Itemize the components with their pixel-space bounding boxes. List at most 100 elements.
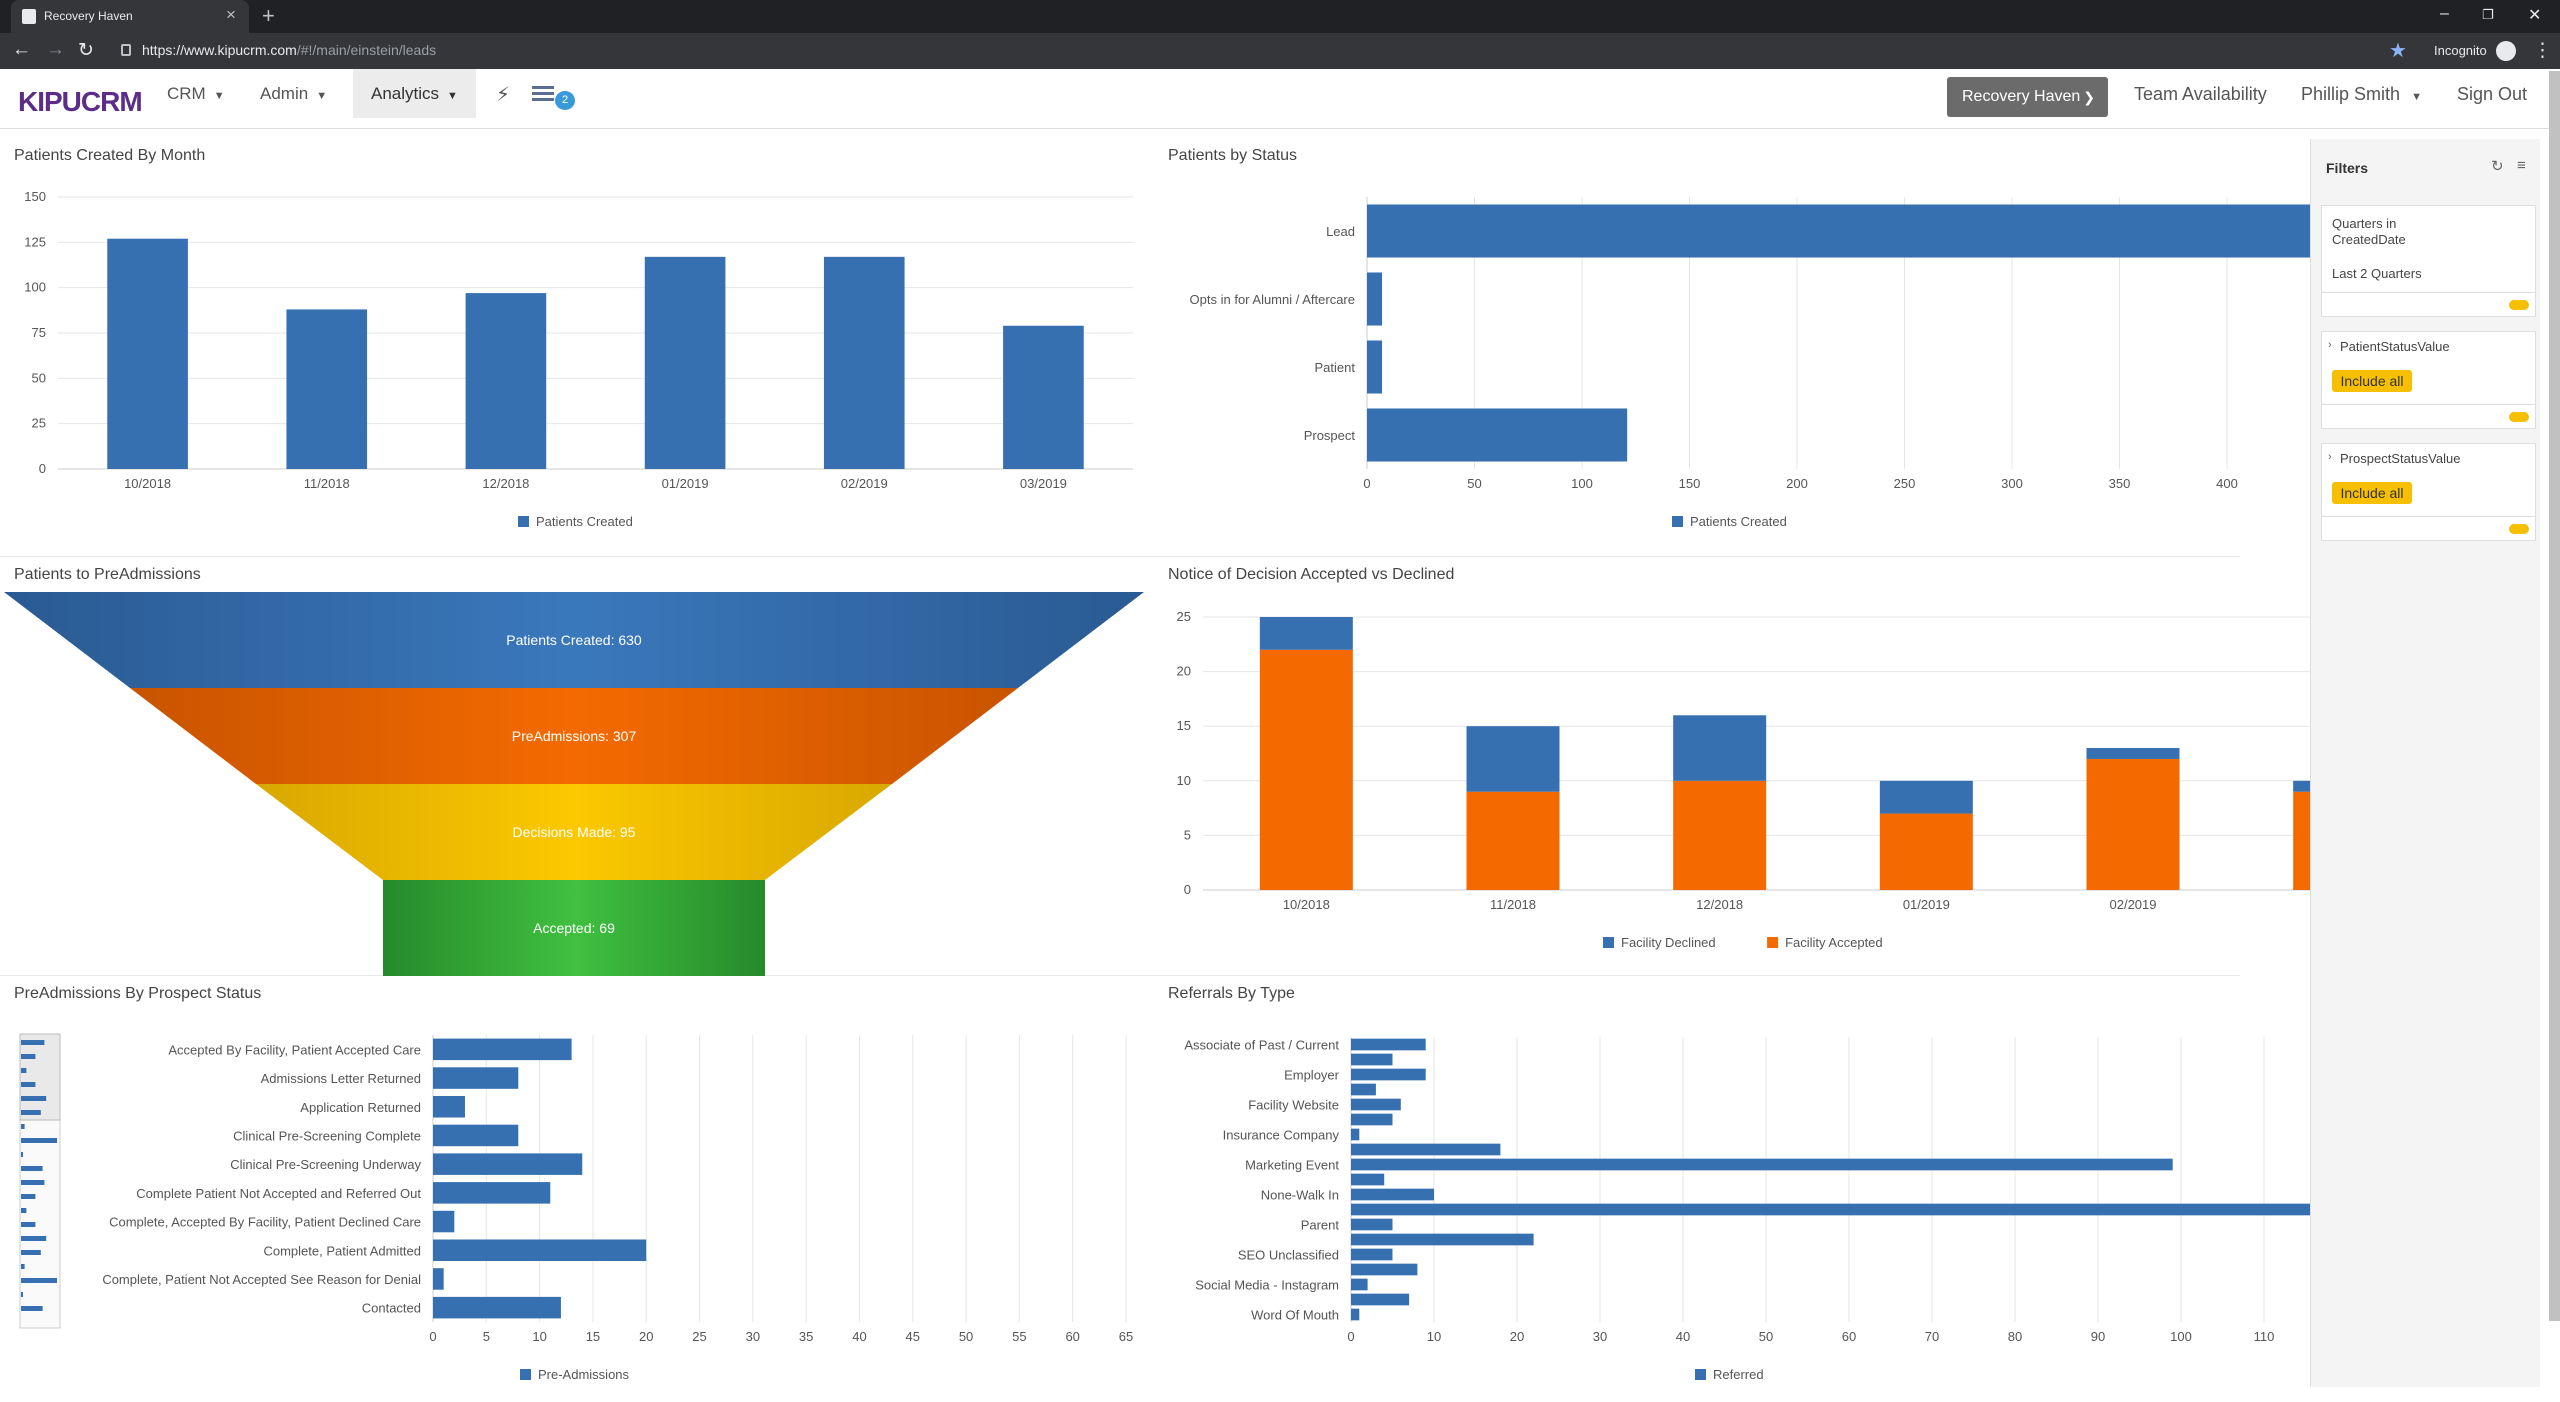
y-tick-label: Word Of Mouth: [1251, 1308, 1339, 1323]
chevron-down-icon: ▼: [2411, 91, 2422, 103]
chart-referrals: 0102030405060708090100110120130Associate…: [1184, 1037, 2310, 1382]
minimize-icon[interactable]: –: [2440, 5, 2449, 22]
x-tick-label: 15: [586, 1329, 600, 1344]
bar: [1673, 780, 1767, 890]
filter-patient-status-toggle[interactable]: [2509, 412, 2529, 422]
y-tick-label: SEO Unclassified: [1238, 1248, 1339, 1263]
browser-tab[interactable]: Recovery Haven ×: [11, 0, 249, 33]
x-tick-label: 80: [2008, 1329, 2022, 1344]
reload-icon[interactable]: ↻: [78, 40, 94, 61]
x-tick-label: 35: [799, 1329, 813, 1344]
x-tick-label: 10/2018: [1283, 897, 1330, 912]
bar: [1879, 780, 1973, 814]
bar: [1466, 791, 1560, 890]
filter-prospect-status-toggle[interactable]: [2509, 524, 2529, 534]
new-tab-icon[interactable]: +: [262, 3, 275, 28]
y-tick-label: 125: [24, 234, 46, 249]
scrollbar-thumb[interactable]: [2549, 71, 2560, 1321]
y-tick-label: Clinical Pre-Screening Underway: [230, 1157, 421, 1172]
filter-quarters-toggle[interactable]: [2509, 300, 2529, 310]
include-all-button[interactable]: Include all: [2332, 370, 2412, 392]
kipu-logo[interactable]: KIPUCRM: [18, 86, 143, 117]
bar: [433, 1095, 465, 1118]
chart-decisions: 0 5 10 15 20 25 10/2018 11/2018 12/2018 01/2019 02…: [1177, 609, 2310, 950]
bar: [433, 1067, 519, 1089]
facility-dropdown[interactable]: Recovery Haven ❯: [1947, 77, 2108, 117]
user-menu[interactable]: Phillip Smith ▼: [2301, 84, 2422, 105]
incognito-icon[interactable]: [2496, 41, 2516, 61]
y-tick-label: Associate of Past / Current: [1184, 1038, 1339, 1053]
filters-menu-icon[interactable]: ≡: [2517, 157, 2526, 174]
bar: [465, 293, 547, 469]
tasks-icon[interactable]: [532, 86, 554, 102]
mini-bar: [21, 1096, 47, 1101]
close-tab-icon[interactable]: ×: [226, 5, 236, 24]
user-name: Phillip Smith: [2301, 84, 2401, 104]
y-tick-label: Insurance Company: [1223, 1128, 1340, 1143]
filter-prospect-status[interactable]: › ProspectStatusValue Include all: [2321, 443, 2536, 541]
filter-quarters[interactable]: Quarters in CreatedDate Last 2 Quarters: [2321, 205, 2536, 317]
y-tick-label: Patient: [1315, 360, 1356, 375]
x-tick-label: 50: [1759, 1329, 1773, 1344]
reset-icon[interactable]: ↻: [2491, 158, 2504, 175]
x-tick-label: 110: [2254, 1329, 2275, 1344]
bookmark-star-icon[interactable]: ★: [2389, 40, 2407, 62]
y-tick-label: Accepted By Facility, Patient Accepted C…: [168, 1042, 421, 1057]
filter-quarters-label-2: CreatedDate: [2332, 232, 2406, 247]
x-tick-label: 11/2018: [304, 476, 350, 491]
mini-bar: [21, 1040, 45, 1045]
filter-patient-status[interactable]: › PatientStatusValue Include all: [2321, 331, 2536, 429]
legend-label: Patients Created: [1690, 514, 1787, 529]
x-tick-label: 03/2019: [1020, 476, 1067, 491]
legend-swatch: [1603, 937, 1614, 948]
x-tick-label: 50: [1467, 476, 1481, 491]
nav-analytics[interactable]: Analytics ▼: [353, 69, 476, 118]
bar: [2293, 791, 2310, 890]
legend-swatch: [1695, 1369, 1706, 1380]
restore-icon[interactable]: ❐: [2482, 7, 2494, 22]
chart-created-by-month: 0 25 50 75 100 125 150 10/2018 11/2018 12/2018 01/…: [24, 189, 1133, 529]
x-tick-label: 70: [1925, 1329, 1939, 1344]
team-availability-link[interactable]: Team Availability: [2134, 84, 2267, 104]
funnel-stage: [383, 880, 765, 976]
include-all-button[interactable]: Include all: [2332, 482, 2412, 504]
funnel-stage-label: Decisions Made: 95: [513, 824, 636, 840]
bar: [1673, 715, 1767, 781]
browser-menu-icon[interactable]: ⋮: [2533, 40, 2552, 61]
x-tick-label: 01/2019: [1903, 897, 1950, 912]
lightning-icon[interactable]: ⚡: [496, 84, 511, 106]
back-icon[interactable]: ←: [12, 39, 31, 60]
nav-crm[interactable]: CRM ▼: [149, 69, 243, 118]
bar: [1351, 1218, 1393, 1231]
chevron-right-icon[interactable]: ›: [2328, 451, 2332, 463]
bar: [1351, 1068, 1426, 1081]
y-tick-label: Employer: [1284, 1068, 1340, 1083]
bar: [1259, 617, 1353, 650]
lock-icon: [121, 44, 131, 56]
legend-label: Patients Created: [536, 514, 633, 529]
forward-icon[interactable]: →: [46, 39, 65, 60]
panel-title-by-status: Patients by Status: [1168, 147, 1297, 164]
legend-label: Facility Declined: [1621, 935, 1716, 950]
bar: [433, 1124, 519, 1147]
close-window-icon[interactable]: ✕: [2528, 7, 2542, 24]
x-tick-label: 90: [2091, 1329, 2105, 1344]
address-bar[interactable]: https://www.kipucrm.com/#!/main/einstein…: [142, 42, 436, 58]
bar: [1351, 1308, 1360, 1321]
y-tick-label: Opts in for Alumni / Aftercare: [1190, 292, 1355, 307]
mini-bar: [21, 1278, 57, 1283]
chevron-right-icon[interactable]: ›: [2328, 339, 2332, 351]
mini-bar: [21, 1306, 43, 1311]
legend-swatch: [1672, 516, 1683, 527]
bar: [1351, 1098, 1401, 1111]
legend-swatch: [518, 516, 529, 527]
sign-out-link[interactable]: Sign Out: [2457, 84, 2528, 104]
mini-bar: [21, 1124, 25, 1129]
nav-crm-label: CRM: [167, 84, 206, 103]
funnel-stage-label: Patients Created: 630: [506, 632, 642, 648]
nav-admin[interactable]: Admin ▼: [242, 69, 345, 118]
y-tick-label: Complete, Patient Not Accepted See Reaso…: [102, 1272, 421, 1287]
bar: [1351, 1188, 1434, 1201]
x-tick-label: 65: [1119, 1329, 1133, 1344]
y-tick-label: Clinical Pre-Screening Complete: [233, 1128, 421, 1143]
